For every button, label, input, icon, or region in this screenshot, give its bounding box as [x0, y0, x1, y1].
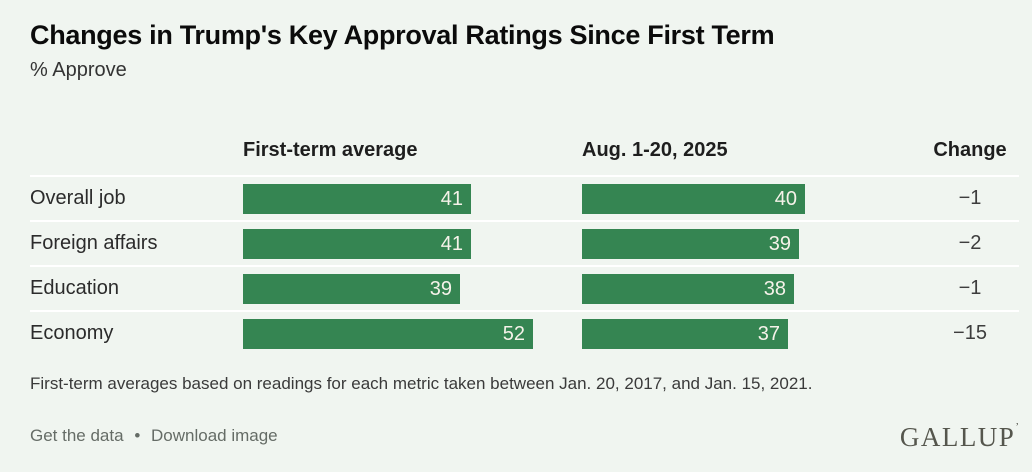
column-header-first-term: First-term average [243, 139, 418, 161]
row-label: Overall job [30, 187, 126, 209]
row-label: Economy [30, 322, 114, 344]
bar-value-label: 41 [440, 187, 463, 210]
chart-subtitle: % Approve [30, 59, 127, 81]
page-title: Changes in Trump's Key Approval Ratings … [30, 20, 775, 50]
gallup-logo: GALLUP’ [900, 422, 1019, 453]
bar-first-term: 39 [243, 274, 460, 304]
bar-value-label: 52 [502, 322, 525, 345]
column-header-current: Aug. 1-20, 2025 [582, 139, 728, 161]
bar-value-label: 38 [763, 277, 786, 300]
bar-value-label: 39 [768, 232, 791, 255]
table-row: Education 39 38 −1 [30, 265, 1019, 310]
bar-value-label: 41 [440, 232, 463, 255]
change-value: −15 [953, 322, 987, 344]
trademark-mark: ’ [1015, 421, 1019, 433]
table-row: Economy 52 37 −15 [30, 310, 1019, 355]
column-header-change: Change [933, 139, 1007, 161]
column-headers: First-term average Aug. 1-20, 2025 Chang… [0, 139, 1032, 163]
chart-rows: Overall job 41 40 −1 Foreign affairs 41 … [30, 175, 1019, 355]
change-value: −2 [958, 232, 982, 254]
bar-current: 40 [582, 184, 805, 214]
row-label: Foreign affairs [30, 232, 158, 254]
table-row: Overall job 41 40 −1 [30, 175, 1019, 220]
bar-current: 37 [582, 319, 788, 349]
download-image-link[interactable]: Download image [151, 426, 278, 445]
footnote: First-term averages based on readings fo… [30, 374, 813, 393]
bar-value-label: 39 [429, 277, 452, 300]
bar-value-label: 40 [774, 187, 797, 210]
gallup-logo-text: GALLUP [899, 422, 1016, 452]
get-the-data-link[interactable]: Get the data [30, 426, 124, 445]
bar-current: 38 [582, 274, 794, 304]
bar-first-term: 52 [243, 319, 533, 349]
row-label: Education [30, 277, 119, 299]
table-row: Foreign affairs 41 39 −2 [30, 220, 1019, 265]
bar-value-label: 37 [757, 322, 780, 345]
bar-current: 39 [582, 229, 799, 259]
bar-first-term: 41 [243, 229, 471, 259]
change-value: −1 [958, 187, 982, 209]
footer-links: Get the data • Download image [30, 426, 278, 446]
bar-first-term: 41 [243, 184, 471, 214]
change-value: −1 [958, 277, 982, 299]
bullet-separator: • [134, 426, 141, 445]
